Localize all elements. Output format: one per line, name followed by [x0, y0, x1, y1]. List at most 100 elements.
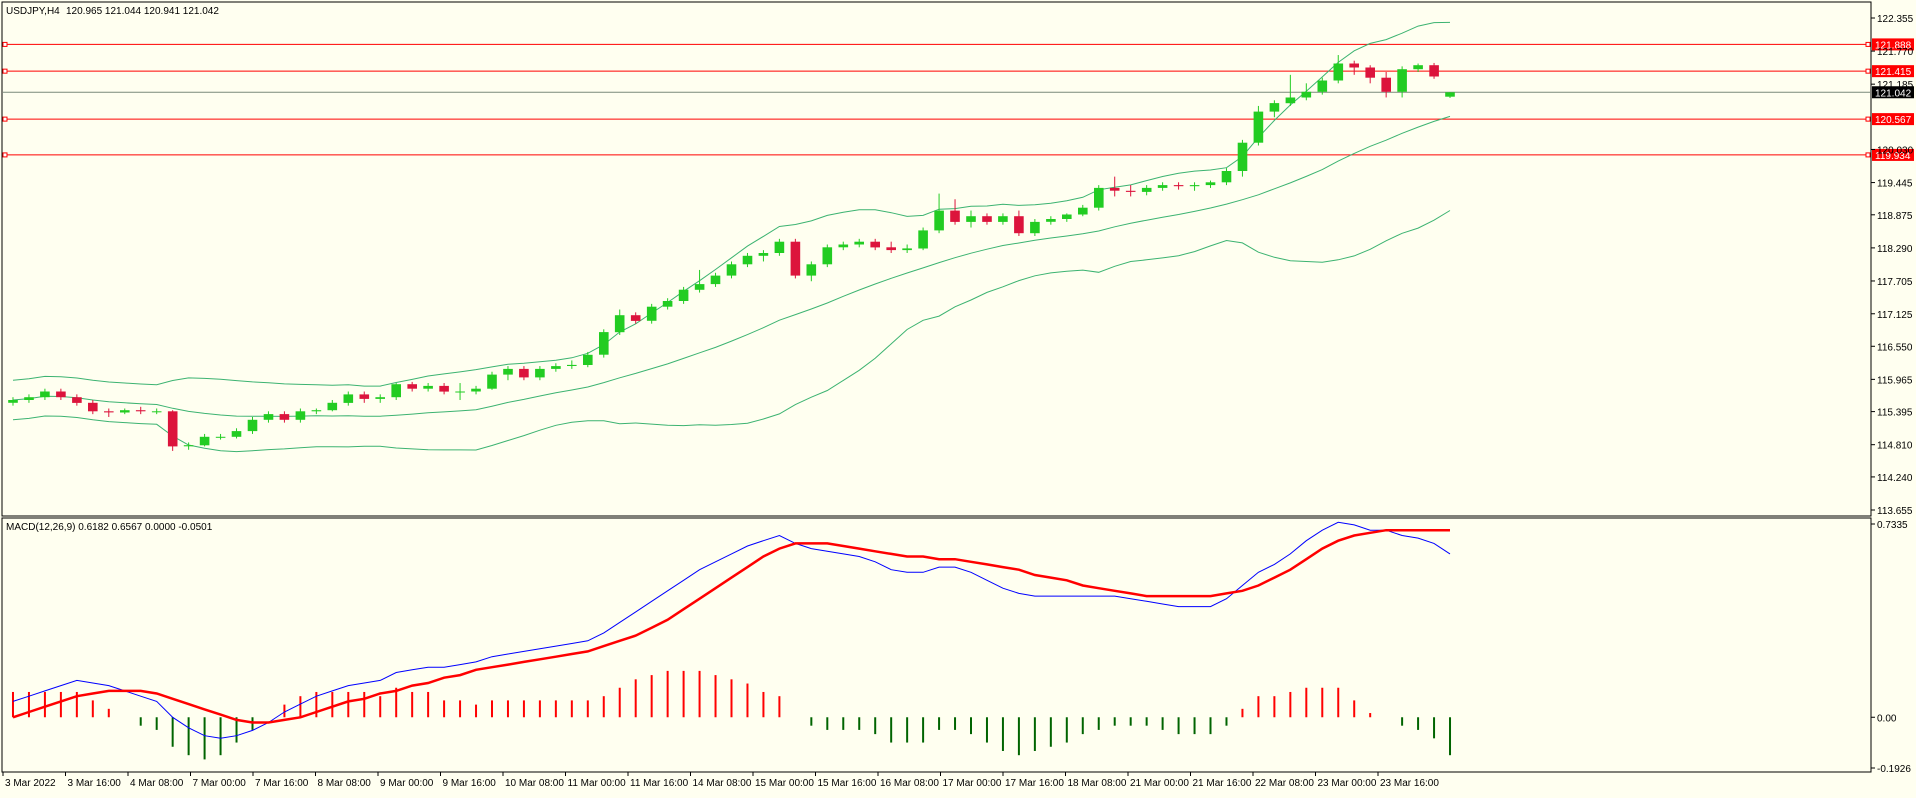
candle-body — [614, 315, 625, 333]
level-price-tag — [1872, 65, 1914, 78]
candle-body — [966, 216, 976, 222]
macd-header: MACD(12,26,9) 0.6182 0.6567 0.0000 -0.05… — [6, 522, 213, 533]
candle-body — [982, 216, 992, 222]
candle-body — [918, 230, 928, 249]
candle-body — [1301, 91, 1312, 98]
candle-body — [806, 264, 817, 276]
candle-body — [247, 419, 258, 432]
candle-body — [183, 445, 194, 447]
candle-body — [1205, 182, 1216, 186]
price-pane[interactable]: USDJPY,H4 120.965 121.044 120.941 121.04… — [1, 1, 1872, 517]
candle-body — [1078, 207, 1088, 215]
price-tick-label: 118.875 — [1877, 211, 1913, 222]
candle-body — [439, 385, 449, 392]
candle-body — [950, 210, 960, 222]
candle-body — [854, 241, 864, 245]
time-tick-label: 15 Mar 00:00 — [755, 778, 814, 789]
candle-body — [215, 436, 226, 438]
candle-body — [1157, 185, 1168, 188]
candlesticks — [8, 55, 1455, 451]
bb-middle-band — [12, 115, 1451, 417]
candle-body — [455, 391, 465, 393]
price-tick-label: 115.965 — [1877, 375, 1913, 386]
candle-body — [870, 241, 880, 248]
candle-body — [822, 247, 833, 265]
macd-lines — [12, 521, 1451, 739]
candle-body — [1413, 65, 1423, 70]
price-tick-label: 115.395 — [1877, 408, 1913, 419]
time-tick-label: 16 Mar 08:00 — [880, 778, 939, 789]
candle-body — [742, 255, 753, 265]
candle-body — [327, 402, 338, 411]
candle-body — [583, 354, 593, 365]
candle-body — [279, 414, 290, 420]
time-tick-label: 9 Mar 00:00 — [380, 778, 434, 789]
candle-body — [120, 410, 130, 413]
bb-upper-band — [12, 21, 1451, 387]
level-anchor-left — [2, 41, 8, 47]
macd-pane[interactable]: MACD(12,26,9) 0.6182 0.6567 0.0000 -0.05… — [1, 517, 1872, 773]
candle-body — [1269, 103, 1280, 112]
time-tick-label: 3 Mar 16:00 — [68, 778, 122, 789]
bollinger-bands — [12, 21, 1451, 453]
level-price-tag — [1872, 38, 1914, 51]
time-tick-label: 17 Mar 16:00 — [1005, 778, 1064, 789]
time-tick-label: 23 Mar 00:00 — [1318, 778, 1377, 789]
price-tick-label: 121.770 — [1877, 47, 1914, 58]
price-tick-label: 122.355 — [1877, 14, 1914, 25]
candle-body — [1365, 67, 1375, 78]
symbol-header: USDJPY,H4 — [6, 6, 60, 17]
signal-line — [12, 528, 1450, 724]
candle-body — [519, 368, 529, 378]
candle-body — [8, 400, 18, 403]
level-price-label: 119.934 — [1875, 151, 1911, 162]
price-tick-label: 113.655 — [1877, 506, 1913, 517]
candle-body — [1030, 221, 1040, 234]
candle-body — [56, 391, 66, 398]
candle-body — [343, 394, 354, 403]
time-tick-label: 7 Mar 00:00 — [193, 778, 247, 789]
candle-body — [1397, 69, 1407, 92]
level-price-label: 121.415 — [1875, 67, 1912, 78]
candle-body — [790, 241, 801, 276]
level-anchor-right — [1865, 68, 1871, 74]
candle-body — [710, 275, 721, 285]
macd-axis: 0.7335 0.00 -0.1926 — [1871, 520, 1911, 775]
candle-body — [311, 410, 322, 412]
candle-body — [599, 332, 609, 355]
price-tick-label: 118.290 — [1877, 244, 1913, 255]
candle-body — [630, 315, 641, 321]
time-tick-label: 11 Mar 00:00 — [568, 778, 627, 789]
price-tick-label: 117.705 — [1877, 277, 1913, 288]
level-anchor-left — [2, 152, 8, 158]
candle-body — [838, 244, 849, 248]
horizontal-levels[interactable]: 121.888 121.415 121.042 120.567 119.934 — [2, 38, 1914, 162]
candle-body — [646, 306, 657, 321]
time-tick-label: 3 Mar 2022 — [5, 778, 56, 789]
price-tick-label: 114.810 — [1877, 441, 1913, 452]
level-anchor-left — [2, 116, 8, 122]
macd-tick-label: -0.1926 — [1877, 764, 1911, 775]
time-tick-label: 18 Mar 08:00 — [1068, 778, 1127, 789]
candle-body — [1141, 187, 1152, 192]
candle-body — [774, 241, 785, 253]
candle-body — [535, 368, 545, 378]
candle-body — [1237, 142, 1248, 171]
candle-body — [375, 397, 385, 399]
time-tick-label: 8 Mar 08:00 — [318, 778, 372, 789]
candle-body — [391, 384, 401, 398]
candle-body — [199, 436, 210, 446]
candle-body — [1381, 77, 1391, 92]
candle-body — [1014, 216, 1024, 234]
candle-body — [1253, 111, 1264, 143]
price-tick-label: 117.125 — [1877, 310, 1913, 321]
time-tick-label: 23 Mar 16:00 — [1380, 778, 1439, 789]
time-tick-label: 21 Mar 16:00 — [1193, 778, 1252, 789]
candle-body — [167, 411, 178, 447]
price-tick-label: 119.445 — [1877, 179, 1913, 190]
candle-body — [1429, 65, 1439, 77]
candle-body — [1445, 92, 1455, 97]
level-price-tag — [1872, 148, 1914, 161]
price-axis: 122.355 121.770 121.185 120.030 119.445 118.8… — [1871, 14, 1914, 517]
